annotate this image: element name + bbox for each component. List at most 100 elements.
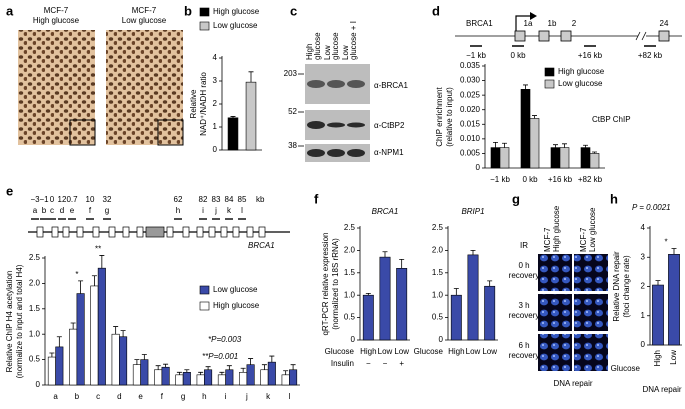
exon [122,226,130,238]
position-label: 10 [86,195,95,204]
y-tick-label: 2.5 [344,223,356,232]
blot-band [327,149,345,157]
x-tick-label: k [266,392,271,401]
error-bar [248,358,254,365]
exon [208,226,216,238]
y-tick-label: 0.030 [460,76,481,85]
bar [396,268,408,341]
x-tick-label: h [202,392,206,401]
row-label: 6 h [518,341,529,350]
exon [220,226,228,238]
exon [108,226,116,238]
legend-swatch [199,21,210,31]
x-tick-label: i [225,392,227,401]
site-label: f [89,206,92,215]
error-bar [269,355,275,363]
y-axis-label: (foci change rate) [622,255,631,318]
y-axis-label: NAD⁺/NADH ratio [199,72,208,136]
exon [76,226,84,238]
y-tick-label: 2.0 [432,246,444,255]
exon [258,226,266,238]
image-caption: Low glucose [122,16,167,25]
image-caption: MCF-7 [44,6,69,15]
error-bar [523,84,528,90]
position-label: 0 [50,195,55,204]
error-bar [671,248,677,255]
bar [520,89,531,169]
annotation: **P=0.001 [202,352,238,361]
x-tick-label: Low [466,347,481,356]
break [635,31,641,41]
row-label: recovery [509,311,540,320]
blot-band [307,149,325,157]
antibody-label: α-NPM1 [374,148,404,157]
column-label: MCF-7 [543,227,552,252]
error-bar [470,250,476,255]
error-bar [283,370,289,375]
y-tick-label: 1.5 [29,304,41,313]
image-caption: High glucose [33,16,80,25]
y-tick-label: 3 [641,252,646,261]
x-tick-label: High [653,350,662,366]
x-tick-label: f [161,392,164,401]
blot-band [327,80,345,88]
exon [232,226,240,238]
site-label: +16 kb [578,51,603,60]
error-bar [226,365,232,370]
lane-label: Low [341,45,350,60]
x-tick-label: a [53,392,58,401]
bar [484,285,496,341]
bar [47,356,56,386]
x-tick-label: Low [669,350,678,365]
bar [161,366,170,386]
error-bar [49,352,55,358]
antibody-label: α-BRCA1 [374,81,409,90]
y-tick-label: 0.020 [460,105,481,114]
legend-swatch [199,301,210,311]
panel-label: a [6,3,14,18]
x-axis-label: Glucose [611,364,641,373]
annotation: *P=0.003 [208,335,242,344]
error-bar [592,151,597,154]
bar [239,371,248,386]
bar [204,369,213,386]
position-label: 12 [58,195,67,204]
error-bar [453,288,459,296]
bar [217,374,226,386]
bar [225,369,234,386]
x-axis-label: Glucose [414,347,444,356]
error-bar [198,371,204,375]
bar [467,254,479,341]
micrograph [538,294,572,331]
caption: DNA repair [642,385,681,394]
error-bar [155,365,161,370]
marker-label: 38 [288,141,297,150]
y-axis-label: (normalized to 18S rRNA) [331,238,340,330]
exon [36,226,44,238]
error-bar [78,280,84,294]
position-label: 32 [103,195,112,204]
x-tick-label: j [245,392,248,401]
panel-label: h [610,191,618,206]
lane-label: glucose [313,32,322,60]
x-tick-label: +16 kb [548,175,573,184]
column-label: High glucose [552,205,561,252]
site-label: h [176,206,180,215]
exon [166,226,174,238]
exon-label: 1a [524,19,533,28]
bar [111,333,120,386]
bar [246,364,255,386]
micrograph-inset [69,119,96,146]
x-tick-label: d [117,392,121,401]
row-label: 3 h [518,301,529,310]
bar [97,267,106,386]
error-bar [583,144,588,148]
micrograph [574,294,608,331]
y-tick-label: 0.5 [344,313,356,322]
error-bar [655,280,661,286]
exon-label: 1b [548,19,557,28]
error-bar [91,275,97,286]
error-bar [248,71,254,83]
exon [136,226,144,238]
row-header: IR [520,241,528,250]
